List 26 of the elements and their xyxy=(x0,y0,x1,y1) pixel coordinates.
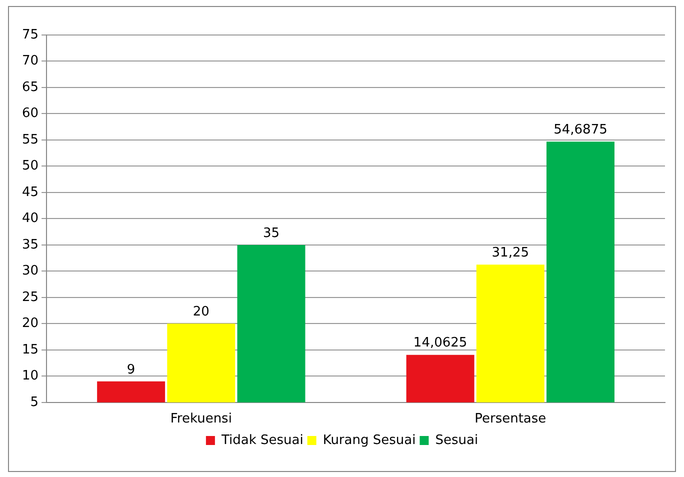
data-label: 20 xyxy=(192,304,210,320)
data-label: 54,6875 xyxy=(554,122,608,138)
y-tick-label: 10 xyxy=(22,368,39,384)
y-tick-label: 70 xyxy=(22,54,39,69)
data-label: 31,25 xyxy=(492,246,529,260)
y-tick-label: 25 xyxy=(22,290,39,305)
x-tick-label: Persentase xyxy=(474,412,546,427)
y-tick-label: 75 xyxy=(22,27,39,42)
y-tick-label: 20 xyxy=(22,316,39,332)
y-tick-label: 40 xyxy=(22,211,39,226)
y-tick-label: 65 xyxy=(22,80,39,95)
legend-label: Kurang Sesuai xyxy=(322,432,416,448)
y-tick-label: 45 xyxy=(22,184,39,200)
y-tick-label: 15 xyxy=(22,342,39,358)
legend-label: Tidak Sesuai xyxy=(220,432,304,448)
y-tick-label: 55 xyxy=(22,132,39,148)
data-label: 9 xyxy=(126,362,136,378)
y-tick-label: 50 xyxy=(22,158,39,174)
data-label: 35 xyxy=(262,226,280,241)
x-tick-label: Frekuensi xyxy=(170,412,232,427)
y-tick-label: 5 xyxy=(30,394,39,410)
y-tick-label: 30 xyxy=(22,264,39,279)
legend-label: Sesuai xyxy=(435,432,478,448)
data-label: 14,0625 xyxy=(413,336,468,351)
y-tick-label: 35 xyxy=(22,237,39,252)
y-tick-label: 60 xyxy=(22,106,39,122)
